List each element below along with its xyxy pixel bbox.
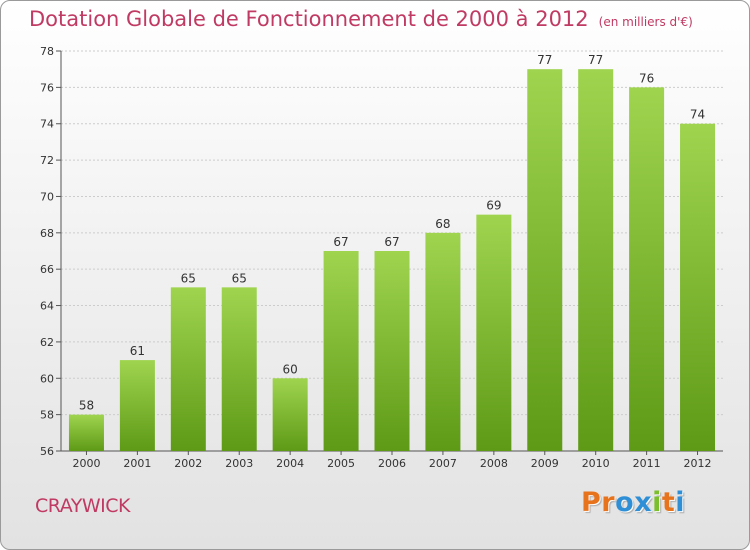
logo-letter: o [615, 487, 635, 518]
bar-2004 [272, 378, 308, 451]
logo-letter: t [661, 487, 676, 518]
labels: 56 58 60 62 64 66 68 70 72 74 76 78 58 2000 61 2001 65 20… [40, 45, 712, 470]
bar-2012 [680, 123, 716, 452]
proxiti-logo[interactable]: Proxiti [581, 487, 685, 518]
bar-2003 [221, 287, 257, 451]
y-tick-label: 66 [40, 263, 54, 276]
logo-letter: i [675, 487, 686, 518]
data-label-2005: 67 [333, 235, 348, 249]
x-tick-label-2011: 2011 [633, 457, 661, 470]
bar-2009 [527, 69, 563, 451]
x-tick-label-2012: 2012 [684, 457, 712, 470]
y-tick-label: 68 [40, 227, 54, 240]
bar-2001 [119, 360, 155, 451]
data-label-2009: 77 [537, 53, 552, 67]
bar-2006 [374, 251, 410, 451]
bar-2011 [629, 87, 665, 451]
bar-2005 [323, 251, 359, 451]
logo-letter: P [581, 487, 602, 518]
x-tick-label-2002: 2002 [174, 457, 202, 470]
data-label-2002: 65 [181, 271, 196, 285]
data-label-2007: 68 [435, 217, 450, 231]
bar-2002 [170, 287, 206, 451]
data-label-2011: 76 [639, 71, 654, 85]
chart-title-text: Dotation Globale de Fonctionnement de 20… [29, 7, 589, 31]
bar-2000 [68, 414, 104, 451]
data-label-2010: 77 [588, 53, 603, 67]
logo-letter: i [652, 487, 662, 518]
data-label-2000: 58 [79, 399, 94, 413]
x-tick-label-2000: 2000 [72, 457, 100, 470]
y-tick-label: 78 [40, 45, 54, 58]
chart-title: Dotation Globale de Fonctionnement de 20… [29, 7, 693, 31]
x-tick-label-2007: 2007 [429, 457, 457, 470]
data-label-2012: 74 [690, 108, 705, 122]
chart-subtitle: (en milliers d'€) [598, 15, 693, 29]
x-tick-label-2006: 2006 [378, 457, 406, 470]
bars [68, 69, 716, 452]
bar-2008 [476, 214, 512, 451]
y-tick-label: 64 [40, 300, 54, 313]
bar-2010 [578, 69, 614, 451]
data-label-2003: 65 [232, 271, 247, 285]
x-tick-label-2001: 2001 [123, 457, 151, 470]
data-label-2008: 69 [486, 199, 501, 213]
x-tick-label-2010: 2010 [582, 457, 610, 470]
y-tick-label: 56 [40, 445, 54, 458]
x-tick-label-2009: 2009 [531, 457, 559, 470]
data-label-2006: 67 [384, 235, 399, 249]
bar-2007 [425, 232, 461, 451]
logo-letter: r [601, 487, 616, 518]
y-tick-label: 74 [40, 118, 54, 131]
y-tick-label: 70 [40, 190, 54, 203]
town-name: CRAYWICK [35, 495, 130, 517]
x-tick-label-2008: 2008 [480, 457, 508, 470]
logo-letter: x [634, 487, 653, 518]
x-tick-label-2004: 2004 [276, 457, 304, 470]
data-label-2004: 60 [283, 362, 298, 376]
y-tick-label: 76 [40, 81, 54, 94]
data-label-2001: 61 [130, 344, 145, 358]
y-tick-label: 58 [40, 409, 54, 422]
y-tick-label: 60 [40, 372, 54, 385]
x-tick-label-2005: 2005 [327, 457, 355, 470]
y-tick-label: 72 [40, 154, 54, 167]
x-tick-label-2003: 2003 [225, 457, 253, 470]
y-tick-label: 62 [40, 336, 54, 349]
